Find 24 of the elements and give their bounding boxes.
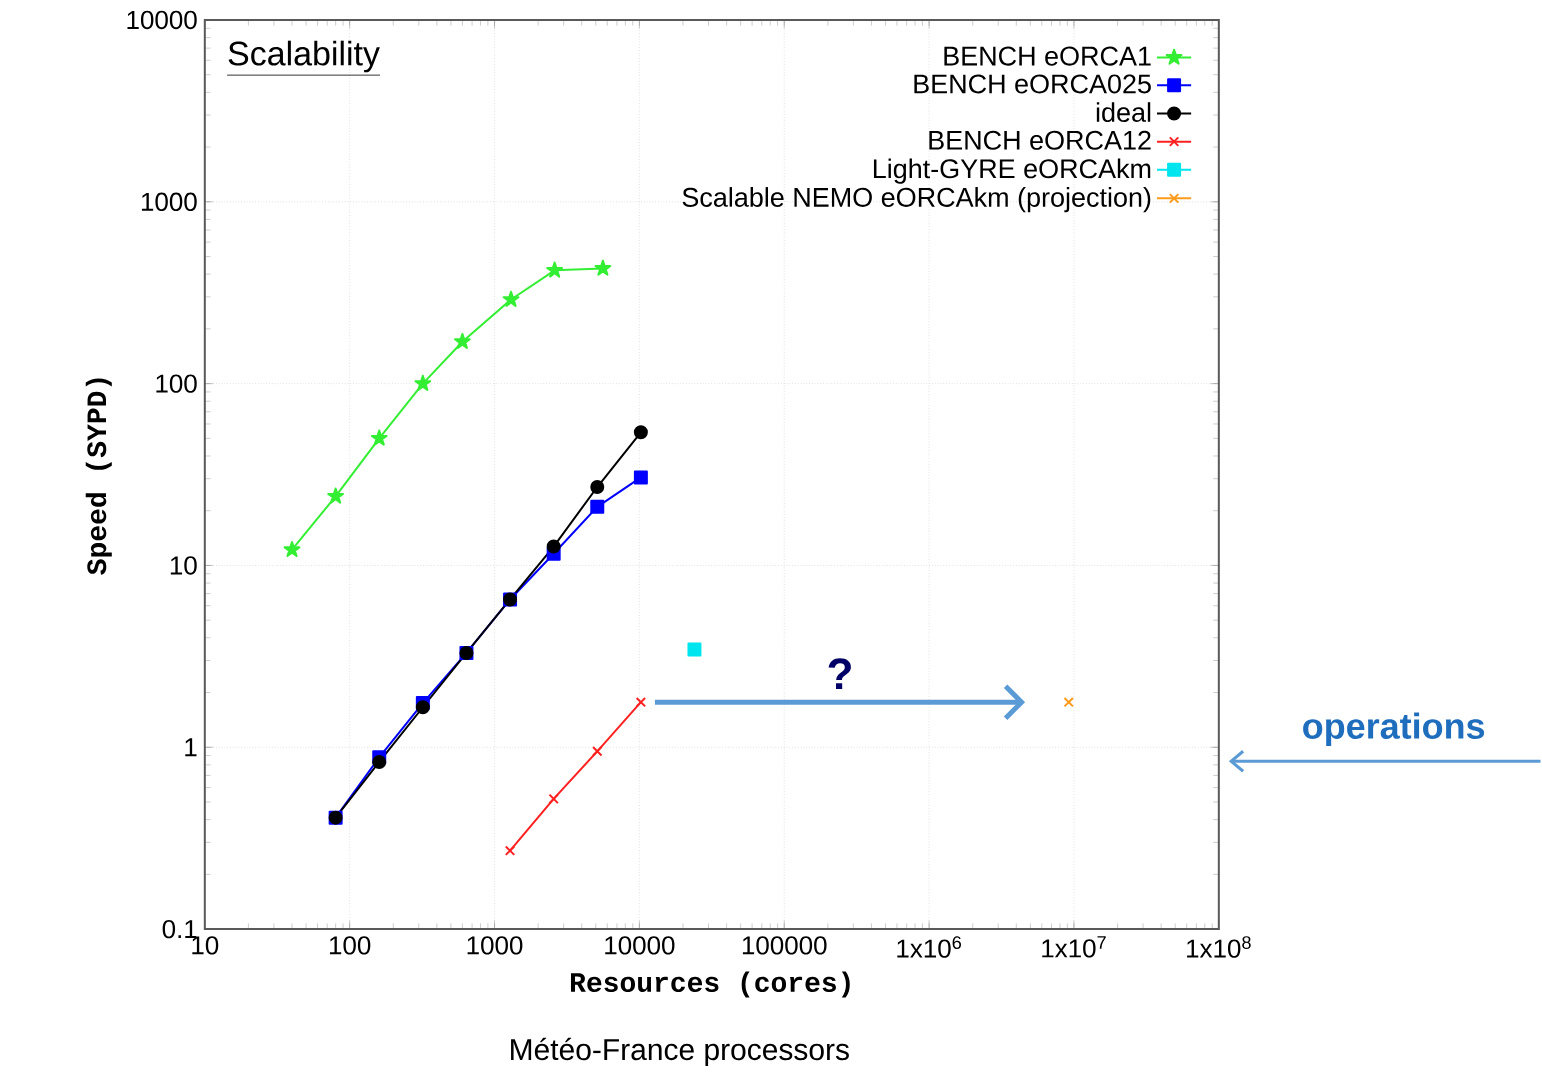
y-tick-label: 1000 — [141, 192, 197, 212]
legend-label: BENCH eORCA12 — [929, 130, 1151, 150]
y-tick-label: 100 — [156, 374, 197, 393]
legend-label: BENCH eORCA1 — [944, 46, 1151, 66]
x-tick-label: 1x10$^{6}$ — [897, 936, 962, 958]
x-axis-title: Resources (cores) — [571, 971, 850, 998]
text: Météo-France processors — [511, 1037, 849, 1067]
x-tick-label: 1x10$^{8}$ — [1187, 936, 1251, 958]
legend-label: Scalable NEMO eORCAkm (projection) — [682, 187, 1151, 213]
legend-label: ideal — [1096, 102, 1151, 123]
x-tick-label: 1000 — [467, 936, 523, 955]
text: operations — [1303, 712, 1485, 747]
text: Scalability — [228, 40, 380, 73]
x-tick-label: 100000 — [742, 936, 827, 955]
y-tick-label: 1 — [185, 738, 197, 757]
x-tick-label: 10000 — [605, 936, 675, 955]
annotation: ? — [828, 658, 851, 690]
legend-label: Light-GYRE eORCAkm — [873, 158, 1151, 184]
x-tick-label: 1x10$^{7}$ — [1042, 936, 1106, 958]
y-tick-label: 10 — [170, 556, 197, 575]
x-tick-label: 100 — [329, 936, 371, 955]
y-tick-label: 10000 — [127, 10, 197, 30]
y-axis-title: Speed (SYPD) — [85, 378, 112, 575]
legend-label: BENCH eORCA025 — [914, 74, 1151, 94]
